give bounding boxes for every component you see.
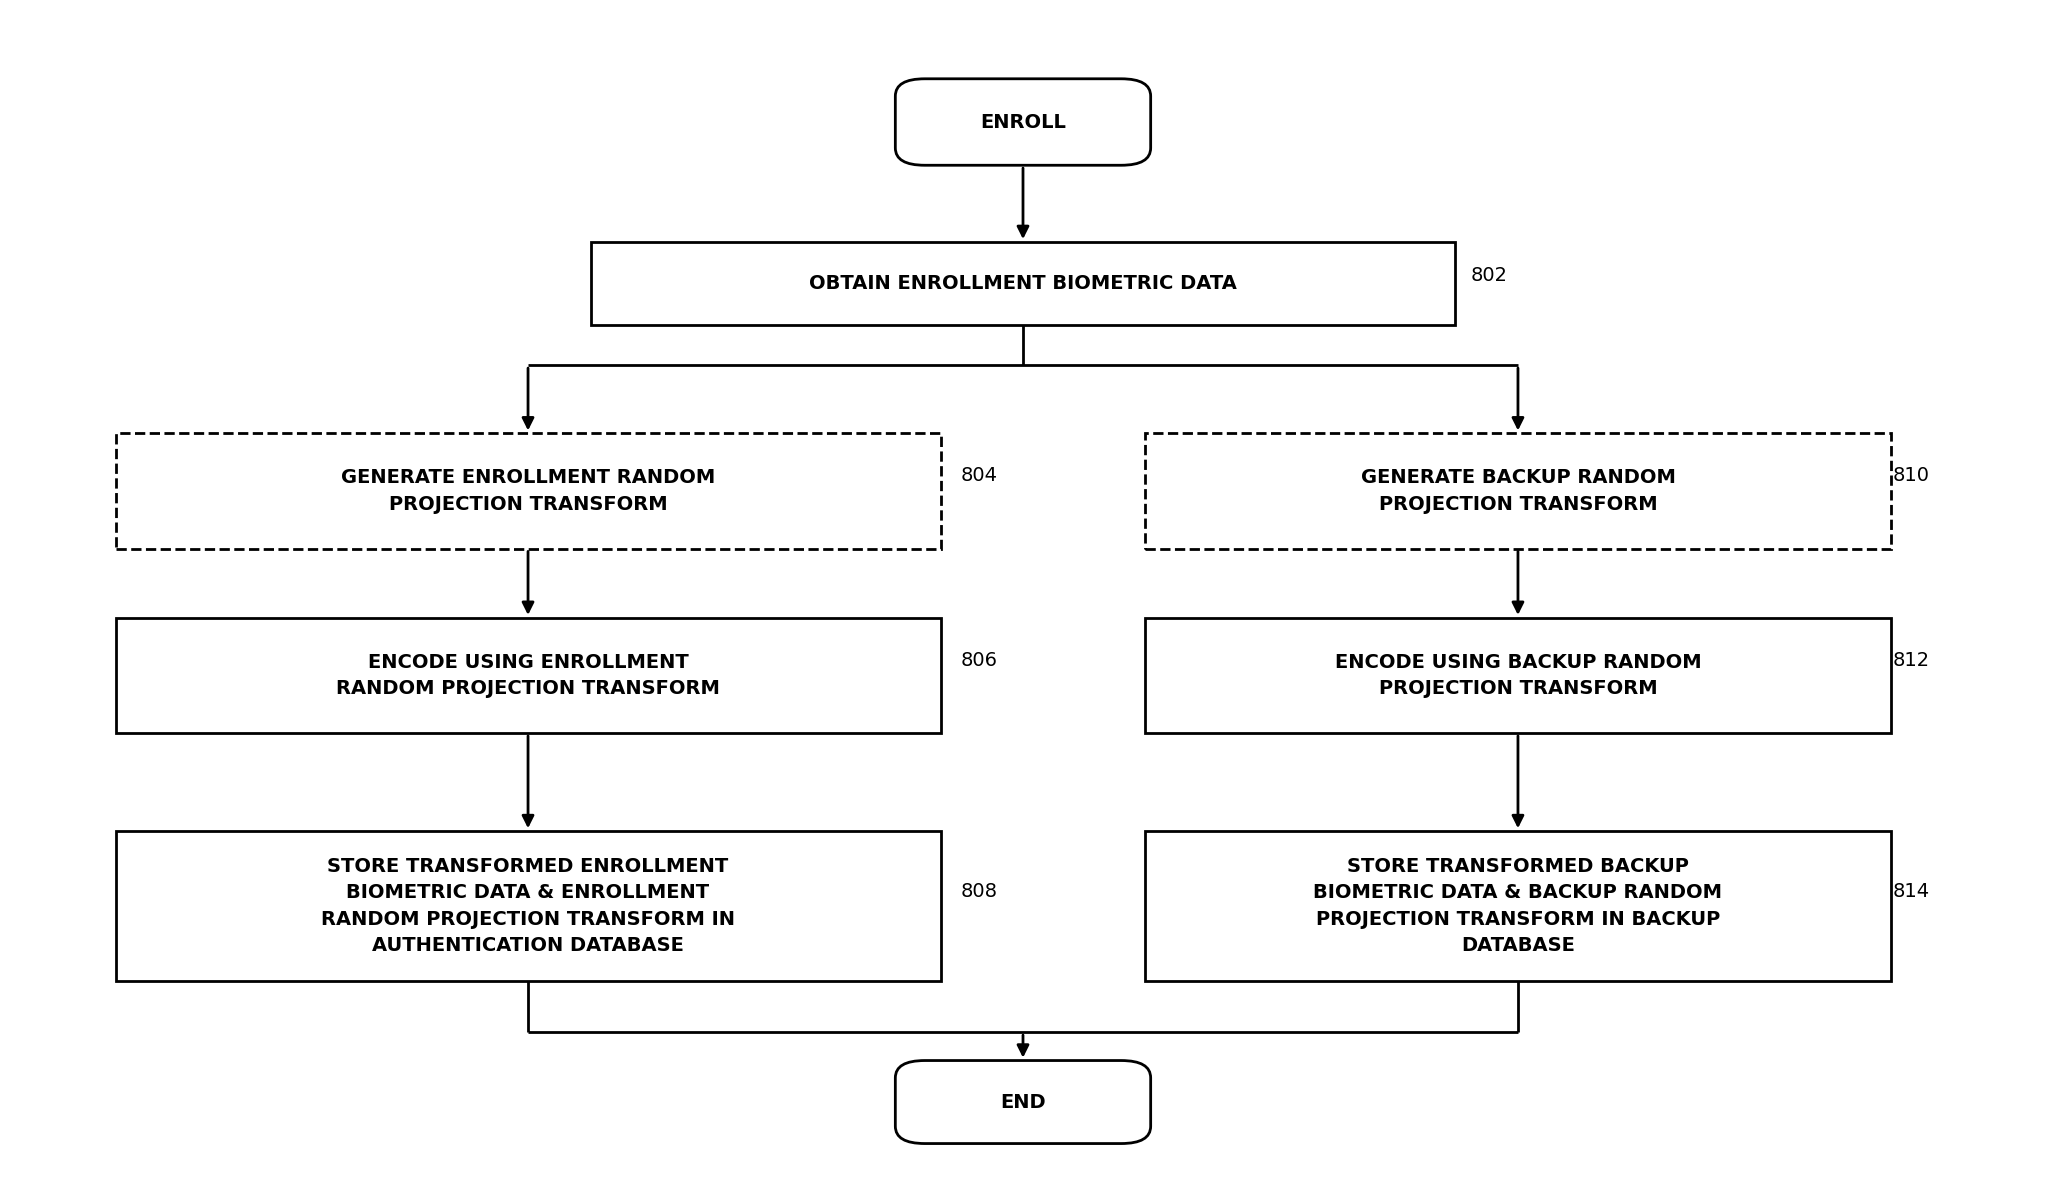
Text: END: END [1000, 1093, 1046, 1112]
Text: 806: 806 [960, 651, 996, 670]
Bar [1146, 617, 1891, 733]
Bar [115, 831, 941, 981]
Bar [1146, 434, 1891, 549]
Text: GENERATE BACKUP RANDOM
PROJECTION TRANSFORM: GENERATE BACKUP RANDOM PROJECTION TRANSF… [1361, 468, 1676, 514]
Text: 810: 810 [1893, 466, 1929, 485]
Text: ENCODE USING BACKUP RANDOM
PROJECTION TRANSFORM: ENCODE USING BACKUP RANDOM PROJECTION TR… [1334, 652, 1702, 698]
Text: 808: 808 [960, 882, 996, 901]
Bar [1146, 831, 1891, 981]
FancyBboxPatch shape [896, 1060, 1150, 1143]
Text: 804: 804 [960, 466, 996, 485]
FancyBboxPatch shape [896, 79, 1150, 166]
Text: STORE TRANSFORMED ENROLLMENT
BIOMETRIC DATA & ENROLLMENT
RANDOM PROJECTION TRANS: STORE TRANSFORMED ENROLLMENT BIOMETRIC D… [321, 856, 735, 955]
Text: STORE TRANSFORMED BACKUP
BIOMETRIC DATA & BACKUP RANDOM
PROJECTION TRANSFORM IN : STORE TRANSFORMED BACKUP BIOMETRIC DATA … [1314, 856, 1723, 955]
Text: 802: 802 [1471, 265, 1508, 285]
Text: OBTAIN ENROLLMENT BIOMETRIC DATA: OBTAIN ENROLLMENT BIOMETRIC DATA [808, 274, 1238, 293]
Bar [115, 617, 941, 733]
Text: 812: 812 [1893, 651, 1929, 670]
Bar [115, 434, 941, 549]
Text: ENROLL: ENROLL [980, 113, 1066, 132]
Text: 814: 814 [1893, 882, 1929, 901]
Text: GENERATE ENROLLMENT RANDOM
PROJECTION TRANSFORM: GENERATE ENROLLMENT RANDOM PROJECTION TR… [342, 468, 716, 514]
Bar [591, 241, 1455, 325]
Text: ENCODE USING ENROLLMENT
RANDOM PROJECTION TRANSFORM: ENCODE USING ENROLLMENT RANDOM PROJECTIO… [336, 652, 720, 698]
